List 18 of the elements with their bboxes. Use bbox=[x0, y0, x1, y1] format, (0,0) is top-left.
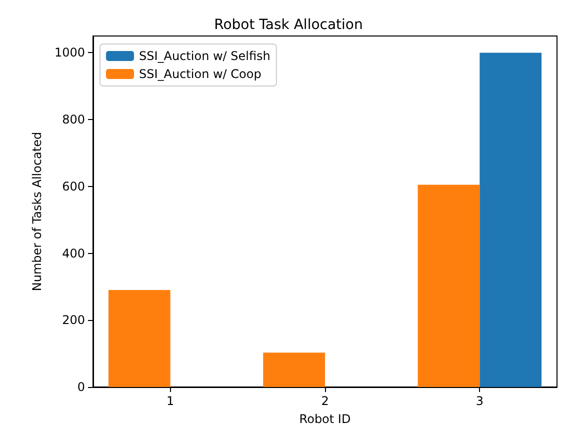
x-tick-label: 3 bbox=[476, 394, 484, 408]
y-tick-label: 400 bbox=[62, 246, 85, 260]
x-tick-label: 1 bbox=[166, 394, 174, 408]
y-tick-label: 200 bbox=[62, 313, 85, 328]
chart-title: Robot Task Allocation bbox=[214, 17, 363, 33]
y-tick-label: 1000 bbox=[54, 46, 85, 60]
bar bbox=[108, 290, 170, 387]
y-tick-label: 600 bbox=[62, 179, 85, 194]
x-tick-label: 2 bbox=[321, 394, 329, 408]
legend-label: SSI_Auction w/ Coop bbox=[139, 67, 262, 81]
bar bbox=[263, 352, 325, 387]
legend-label: SSI_Auction w/ Selfish bbox=[139, 49, 270, 63]
y-tick-label: 0 bbox=[77, 380, 85, 394]
bar bbox=[418, 184, 480, 387]
x-axis-title: Robot ID bbox=[299, 412, 351, 426]
y-tick-label: 800 bbox=[62, 112, 85, 127]
y-axis-title: Number of Tasks Allocated bbox=[30, 132, 44, 292]
bar bbox=[480, 52, 542, 387]
